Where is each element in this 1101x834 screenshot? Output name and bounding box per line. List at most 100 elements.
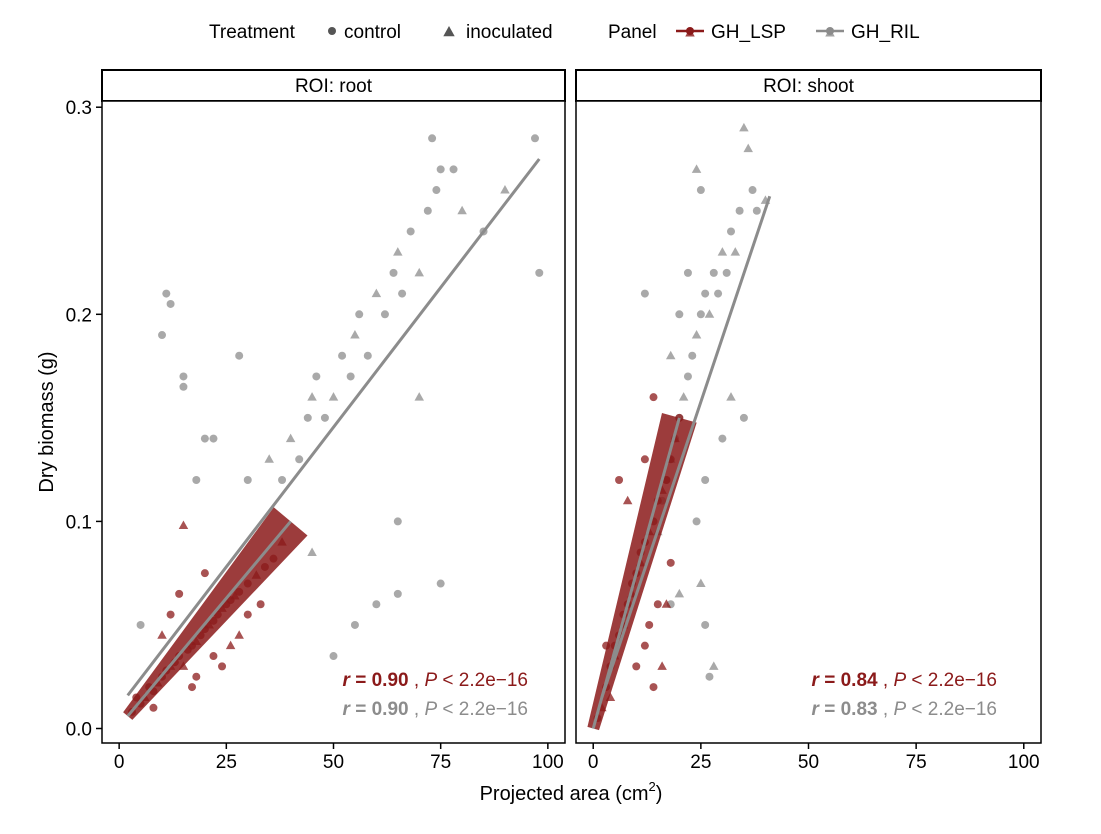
point-gh_ril-22 [350, 330, 360, 339]
annotation-p-value: < 2.2e−16 [437, 670, 528, 691]
point-gh_lsp-28 [645, 620, 654, 629]
point-gh_ril-41 [428, 134, 437, 143]
point-gh_ril-25 [691, 164, 702, 173]
point-gh_ril-49 [414, 392, 424, 401]
legend-key-triangle [825, 28, 835, 37]
point-gh_lsp-24 [649, 393, 658, 402]
point-gh_lsp-32 [632, 662, 641, 671]
point-gh_ril-21 [743, 143, 753, 153]
point-gh_ril-9 [691, 330, 702, 339]
point-gh_ril-24 [363, 351, 372, 360]
point-gh_ril-39 [530, 134, 539, 143]
point-gh_ril-3 [166, 299, 175, 308]
point-gh_lsp-30 [657, 661, 667, 670]
legend-inoculated-key [443, 26, 455, 37]
point-gh_lsp-27 [622, 495, 633, 505]
point-gh_ril-42 [393, 517, 402, 526]
point-gh_ril-29 [398, 289, 407, 298]
point-gh_ril-30 [701, 475, 710, 484]
point-gh_ril-14 [295, 455, 304, 464]
point-gh_ril-5 [179, 382, 188, 391]
x-axis-title-close: ) [656, 783, 663, 805]
point-gh_ril-46 [436, 579, 445, 588]
annotation-r-value: = 0.83 [819, 699, 878, 720]
point-gh_ril-23 [355, 310, 364, 319]
point-gh_lsp-44 [256, 600, 265, 609]
point-gh_ril-2 [162, 289, 171, 298]
point-gh_lsp-35 [192, 672, 201, 681]
legend-control-key [328, 27, 336, 35]
point-gh_ril-31 [692, 517, 701, 526]
point-gh_lsp-33 [166, 610, 175, 619]
point-gh_ril-26 [696, 186, 705, 195]
annotation-sep: , [878, 699, 894, 720]
point-gh_ril-40 [640, 289, 649, 298]
annotation-r-label: r [343, 670, 352, 691]
point-gh_ril-16 [307, 392, 317, 401]
point-gh_ril-43 [350, 620, 359, 629]
point-gh_lsp-26 [615, 475, 624, 484]
annotation-r-value: = 0.84 [819, 670, 878, 691]
point-gh_ril-14 [714, 289, 723, 298]
y-axis-title: Dry biomass (g) [36, 351, 58, 492]
point-gh_ril-16 [722, 268, 731, 277]
point-gh_ril-22 [748, 186, 757, 195]
point-gh_lsp-42 [225, 640, 236, 650]
y-tick-label: 0.2 [66, 305, 92, 326]
point-gh_ril-37 [718, 434, 727, 443]
legend-control-label: control [344, 22, 401, 43]
point-gh_ril-44 [372, 600, 381, 609]
point-gh_lsp-25 [640, 455, 649, 464]
point-gh_ril-33 [701, 620, 710, 629]
points-layer [587, 122, 772, 731]
fit-line-gh_ril [600, 195, 772, 698]
point-gh_ril-30 [406, 227, 415, 236]
point-gh_ril-6 [678, 392, 689, 401]
point-gh_ril-8 [209, 434, 218, 443]
x-tick-label: 75 [430, 752, 451, 773]
annotation-r-label: r [343, 699, 352, 720]
x-tick-label: 100 [532, 752, 564, 773]
point-gh_lsp-43 [188, 683, 197, 692]
point-gh_ril-13 [709, 268, 718, 277]
annotation-sep: , [409, 699, 425, 720]
annotation-r-label: r [812, 670, 821, 691]
point-gh_lsp-31 [178, 520, 189, 530]
fit-line-gh_ril [126, 158, 541, 697]
point-gh_ril-34 [709, 661, 719, 670]
annotation-gh_lsp: r = 0.90 , P < 2.2e−16 [343, 670, 528, 691]
fit-line-gh_lsp [126, 520, 292, 718]
point-gh_ril-13 [285, 433, 296, 443]
point-gh_ril-1 [158, 331, 167, 340]
point-gh_lsp-36 [209, 652, 218, 661]
point-gh_ril-28 [683, 268, 692, 277]
point-gh_ril-15 [717, 247, 728, 256]
point-gh_ril-47 [329, 652, 338, 661]
point-gh_ril-23 [752, 206, 761, 215]
point-gh_ril-26 [380, 310, 389, 319]
annotation-p-label: P [424, 670, 437, 691]
annotation-r-label: r [812, 699, 821, 720]
point-gh_ril-32 [696, 578, 706, 588]
legend-gh_lsp-label: GH_LSP [711, 22, 786, 43]
point-gh_ril-34 [436, 165, 445, 174]
point-gh_ril-18 [320, 413, 329, 422]
legend-treatment-title: Treatment [209, 22, 296, 43]
point-gh_ril-19 [328, 392, 339, 401]
x-tick-label: 0 [588, 752, 599, 773]
point-gh_ril-33 [432, 186, 441, 195]
point-gh_ril-9 [235, 351, 244, 360]
annotation-p-value: < 2.2e−16 [906, 699, 997, 720]
plot-area [575, 100, 1042, 744]
x-tick-label: 0 [114, 752, 125, 773]
facet-strip-label: ROI: shoot [763, 76, 855, 97]
facet-strip-label: ROI: root [295, 76, 373, 97]
annotation-p-value: < 2.2e−16 [906, 670, 997, 691]
point-gh_lsp-40 [218, 662, 227, 671]
facet-strip [101, 69, 566, 102]
